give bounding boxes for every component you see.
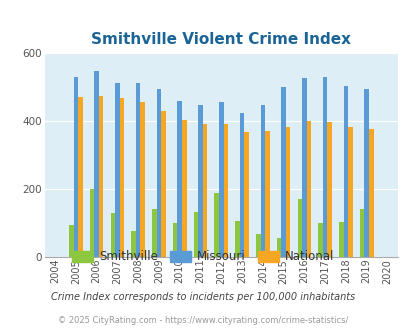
Bar [173, 223, 177, 257]
Bar [218, 102, 223, 257]
Bar [136, 83, 140, 257]
Bar [152, 209, 156, 257]
Bar [78, 97, 83, 257]
Bar [285, 127, 290, 257]
Bar [193, 213, 198, 257]
Bar [110, 213, 115, 257]
Text: Crime Index corresponds to incidents per 100,000 inhabitants: Crime Index corresponds to incidents per… [51, 292, 354, 302]
Bar [156, 88, 161, 257]
Bar [140, 102, 145, 257]
Bar [368, 128, 373, 257]
Bar [73, 77, 78, 257]
Bar [223, 124, 228, 257]
Bar [322, 77, 327, 257]
Bar [306, 121, 311, 257]
Bar [364, 88, 368, 257]
Bar [239, 114, 244, 257]
Bar [119, 98, 124, 257]
Bar [90, 189, 94, 257]
Bar [297, 199, 301, 257]
Bar [327, 122, 331, 257]
Bar [276, 238, 281, 257]
Bar [94, 71, 99, 257]
Bar [177, 101, 181, 257]
Bar [161, 111, 165, 257]
Bar [281, 87, 285, 257]
Bar [260, 105, 264, 257]
Bar [264, 131, 269, 257]
Bar [69, 225, 73, 257]
Bar [255, 234, 260, 257]
Bar [99, 96, 103, 257]
Bar [359, 209, 364, 257]
Bar [347, 127, 352, 257]
Legend: Smithville, Missouri, National: Smithville, Missouri, National [67, 246, 338, 268]
Bar [115, 83, 119, 257]
Bar [198, 105, 202, 257]
Text: © 2025 CityRating.com - https://www.cityrating.com/crime-statistics/: © 2025 CityRating.com - https://www.city… [58, 316, 347, 325]
Bar [244, 132, 248, 257]
Title: Smithville Violent Crime Index: Smithville Violent Crime Index [91, 32, 350, 48]
Bar [318, 223, 322, 257]
Bar [131, 231, 136, 257]
Bar [338, 222, 343, 257]
Bar [343, 86, 347, 257]
Bar [301, 79, 306, 257]
Bar [234, 220, 239, 257]
Bar [181, 120, 186, 257]
Bar [202, 124, 207, 257]
Bar [214, 193, 218, 257]
